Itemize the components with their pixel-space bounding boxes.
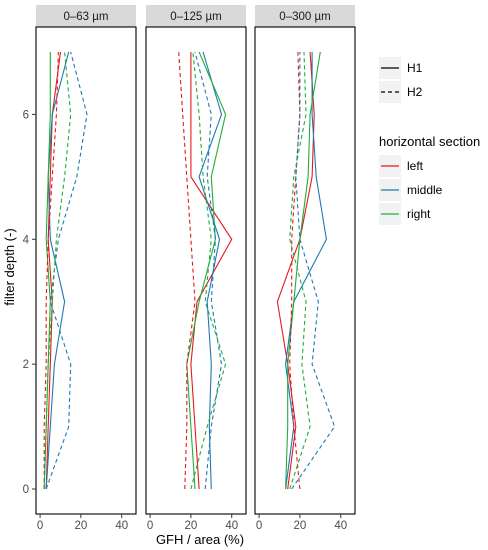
legend-label-h1: H1 <box>407 61 423 75</box>
y-axis-title: filter depth (-) <box>2 228 17 305</box>
series-line-right-h2 <box>190 51 227 490</box>
series-line-middle-h2 <box>291 52 336 490</box>
linetype-legend: H1 H2 <box>379 57 423 103</box>
x-tick-label: 20 <box>184 520 197 532</box>
facet-strip <box>255 5 355 27</box>
x-tick-label: 0 <box>256 520 262 532</box>
x-tick-label: 0 <box>147 520 153 532</box>
y-tick-label: 0 <box>23 484 29 496</box>
series-line-right-h2 <box>43 51 72 490</box>
series-line-middle-h1 <box>285 52 327 490</box>
legend-label-middle: middle <box>407 183 443 197</box>
panels: 0–63 µm 0 20 40 0–125 µm 0 20 40 0–300 µm 0 20 40 <box>35 5 356 532</box>
series-line-left-h1 <box>190 52 233 490</box>
legend-label-right: right <box>407 207 431 221</box>
panel-border <box>35 26 137 515</box>
y-axis: 0 2 4 6 <box>23 109 36 496</box>
y-tick-label: 4 <box>23 234 30 246</box>
series-line-middle-h1 <box>45 51 70 490</box>
series-line-right-h2 <box>289 51 311 490</box>
facet-strip <box>36 5 136 27</box>
y-tick-label: 6 <box>23 109 29 121</box>
facet-strip-label: 0–125 µm <box>170 11 221 23</box>
series-line-middle-h2 <box>194 51 223 490</box>
series-line-left-h2 <box>289 51 301 490</box>
facet-strip-label: 0–300 µm <box>279 11 330 23</box>
color-legend: horizontal section left middle right <box>379 134 480 225</box>
x-tick-label: 0 <box>37 520 43 532</box>
legend-label-h2: H2 <box>407 85 423 99</box>
facet-strip-label: 0–63 µm <box>64 11 109 23</box>
series-line-right-h1 <box>186 51 227 490</box>
series-line-left-h2 <box>43 51 59 489</box>
x-tick-label: 40 <box>115 520 128 532</box>
x-tick-label: 20 <box>74 520 87 532</box>
series-line-right-h1 <box>285 51 321 490</box>
x-tick-label: 20 <box>293 520 306 532</box>
facet-strip <box>146 5 246 27</box>
series-line-middle-h1 <box>198 51 223 490</box>
y-tick-label: 2 <box>23 359 29 371</box>
x-axis-title: GFH / area (%) <box>156 532 244 547</box>
x-tick-label: 40 <box>225 520 238 532</box>
panel-border <box>254 26 356 515</box>
series-line-left-h1 <box>276 51 315 490</box>
color-legend-title: horizontal section <box>379 134 480 149</box>
legend-label-left: left <box>407 159 424 173</box>
panel-border <box>145 26 247 515</box>
series-line-left-h2 <box>178 51 196 490</box>
x-tick-label: 40 <box>334 520 347 532</box>
